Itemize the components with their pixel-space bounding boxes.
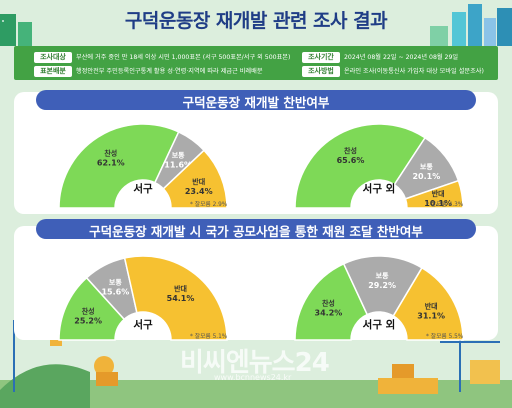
pie-category-label: 반대 [432,189,445,198]
section2-title: 구덕운동장 재개발 시 국가 공모사업을 통한 재원 조달 찬반여부 [89,224,423,239]
pie-value-label: 34.2% [315,309,343,318]
pie-category-label: 보통 [420,162,433,171]
region-label: 서구 [133,183,153,195]
page-title: 구덕운동장 재개발 관련 조사 결과 [124,10,388,32]
pie-value-label: 11.6% [164,160,192,169]
survey-info-band [14,46,498,80]
survey-period-label: 조사기간 [302,52,340,63]
region-label: 서구 외 [362,183,396,195]
pie-category-label: 보통 [376,271,389,280]
region-label: 서구 외 [362,319,396,331]
pie-slice-반대 [404,179,464,209]
survey-method-label: 조사방법 [302,66,340,77]
pie-slice-찬성 [294,123,427,209]
pie-value-label: 31.1% [417,311,445,320]
dont-know-note: * 잘모름 5.1% [190,334,228,340]
pie-value-label: 29.2% [368,281,396,290]
pie-category-label: 보통 [172,150,185,159]
pie-category-label: 보통 [109,278,122,287]
pie-slice-찬성 [294,262,369,341]
section1-title-bar [36,90,476,110]
pie-slice-찬성 [58,123,180,209]
pie-category-label: 반대 [174,284,187,293]
watermark-brand: 비씨엔뉴스24 [180,348,330,378]
pie-slice-반대 [162,149,228,209]
survey-period-text: 2024년 08월 22일 ~ 2024년 08월 29일 [344,54,459,61]
pie-category-label: 찬성 [344,146,357,155]
pie-value-label: 10.1% [424,199,452,208]
region-label: 서구 [133,319,153,331]
dont-know-note: * 잘모름 4.3% [426,202,464,208]
pie-value-label: 23.4% [185,187,213,196]
section2-title-bar [36,219,476,239]
pie-value-label: 54.1% [167,294,195,303]
pie-category-label: 반대 [425,301,438,310]
pie-category-label: 반대 [192,177,205,186]
dont-know-note: * 잘모름 2.9% [190,202,228,208]
pie-category-label: 찬성 [82,307,95,316]
pie-value-label: 62.1% [97,158,125,167]
section1-title: 구덕운동장 재개발 찬반여부 [182,95,330,110]
pie-category-label: 찬성 [322,299,335,308]
pie-value-label: 25.2% [74,317,102,326]
survey-target-text: 부산에 거주 중인 만 18세 이상 시민 1,000표본 (서구 500표본/… [76,54,291,61]
survey-method-text: 온라인 조사(이동통신사 가입자 대상 모바일 설문조사) [344,68,484,75]
sample-allocation-text: 행정안전부 주민등록인구통계 활용 성·연령·지역에 따라 제급근 비례배분 [76,68,263,75]
pie-slice-반대 [392,266,464,341]
pie-slice-반대 [123,255,228,341]
dont-know-note: * 잘모름 5.5% [426,334,464,340]
pie-category-label: 찬성 [104,148,117,157]
pie-value-label: 65.6% [337,156,365,165]
watermark-url: www.bcnnews24.kr [214,373,292,382]
survey-target-label: 조사대상 [34,52,72,63]
sample-allocation-label: 표본배분 [34,66,72,77]
pie-value-label: 20.1% [412,172,440,181]
pie-value-label: 15.6% [101,288,129,297]
